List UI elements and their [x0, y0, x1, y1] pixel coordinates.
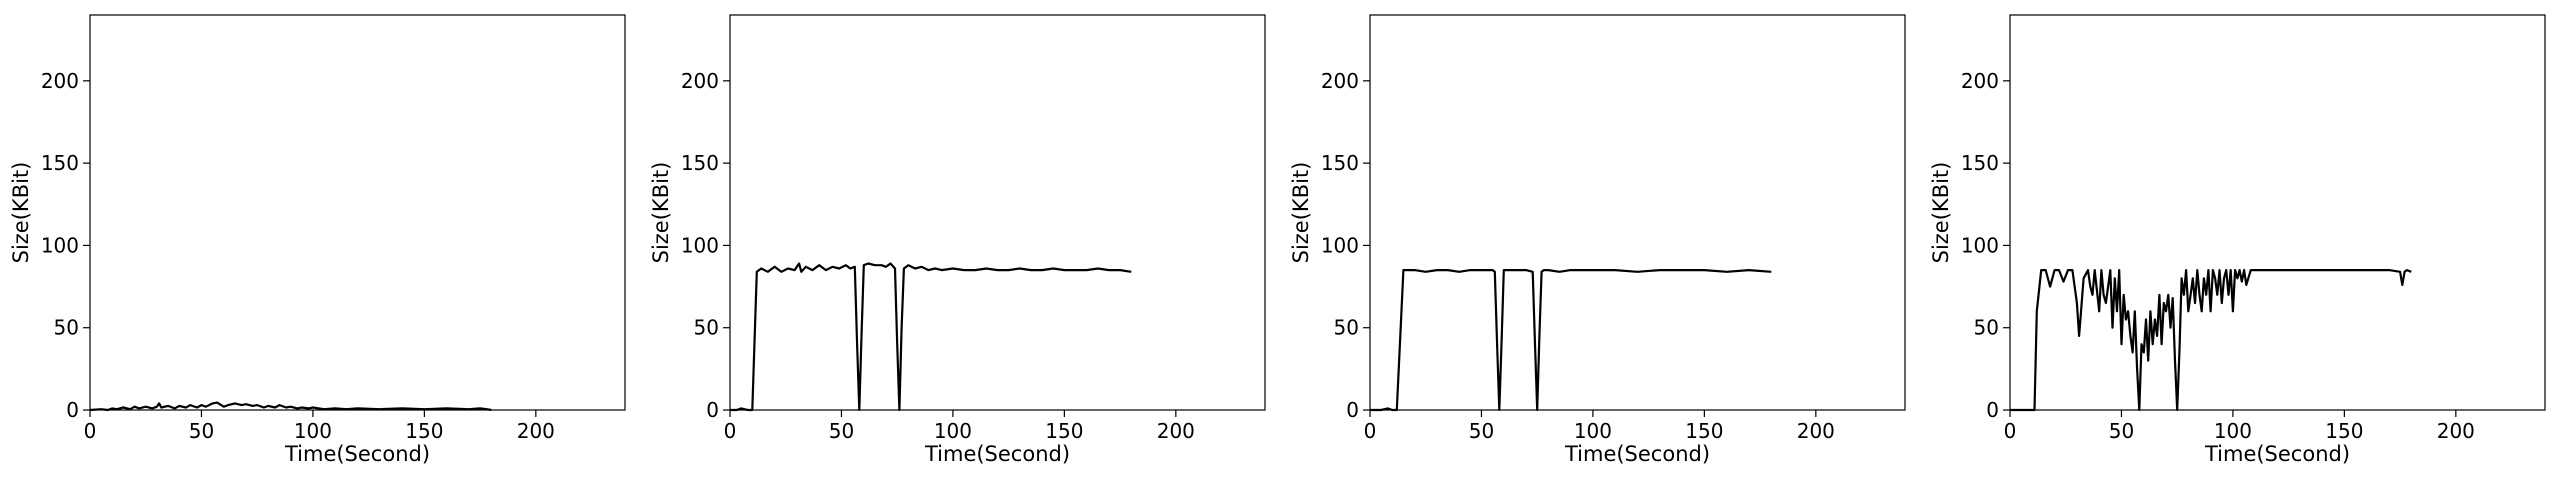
x-tick-label: 0 — [2004, 419, 2017, 443]
y-axis-label: Size(KBit) — [9, 162, 33, 264]
chart-panel-1: 0 50 100 150 200 0 50 100 150 200 Time(Second) Size… — [9, 14, 626, 466]
plot-frame — [89, 14, 626, 411]
y-tick-label: 50 — [694, 316, 719, 340]
x-tick-label: 150 — [1685, 419, 1723, 443]
y-tick-label: 0 — [66, 398, 79, 422]
chart-panel-4: 0 50 100 150 200 0 50 100 150 200 Time(Second) Size… — [1929, 14, 2546, 466]
x-axis-label: Time(Second) — [2204, 442, 2350, 466]
chart-panel-2: 0 50 100 150 200 0 50 100 150 200 Time(Second) Size… — [649, 14, 1266, 466]
y-tick-label: 150 — [681, 151, 719, 175]
y-tick-label: 0 — [1346, 398, 1359, 422]
x-tick-label: 100 — [294, 419, 332, 443]
y-axis-label: Size(KBit) — [1289, 162, 1313, 264]
x-axis-label: Time(Second) — [284, 442, 430, 466]
x-tick-label: 150 — [1045, 419, 1083, 443]
y-tick-label: 150 — [41, 151, 79, 175]
plot-frame — [1369, 14, 1906, 411]
y-tick-label: 100 — [1961, 233, 1999, 257]
y-tick-label: 50 — [54, 316, 79, 340]
x-tick-label: 100 — [2214, 419, 2252, 443]
y-axis-label: Size(KBit) — [1929, 162, 1953, 264]
y-tick-label: 200 — [1961, 69, 1999, 93]
series-line — [89, 401, 492, 412]
y-tick-label: 100 — [41, 233, 79, 257]
y-tick-label: 50 — [1334, 316, 1359, 340]
y-tick-label: 0 — [706, 398, 719, 422]
x-tick-label: 200 — [2437, 419, 2475, 443]
x-tick-label: 200 — [517, 419, 555, 443]
series-line — [1370, 269, 1772, 412]
series-line — [2010, 269, 2412, 412]
x-tick-label: 150 — [2325, 419, 2363, 443]
y-tick-label: 200 — [41, 69, 79, 93]
y-tick-label: 150 — [1961, 151, 1999, 175]
x-tick-label: 50 — [189, 419, 214, 443]
x-tick-label: 100 — [934, 419, 972, 443]
x-tick-label: 150 — [405, 419, 443, 443]
y-tick-label: 150 — [1321, 151, 1359, 175]
y-tick-label: 200 — [1321, 69, 1359, 93]
x-tick-label: 50 — [2109, 419, 2134, 443]
plot-frame — [729, 14, 1266, 411]
series-line — [730, 262, 1132, 412]
y-tick-label: 0 — [1986, 398, 1999, 422]
x-tick-label: 100 — [1574, 419, 1612, 443]
x-tick-label: 50 — [1469, 419, 1494, 443]
y-tick-label: 50 — [1974, 316, 1999, 340]
y-tick-label: 200 — [681, 69, 719, 93]
y-tick-label: 100 — [681, 233, 719, 257]
x-axis-label: Time(Second) — [1564, 442, 1710, 466]
y-axis-label: Size(KBit) — [649, 162, 673, 264]
chart-panel-3: 0 50 100 150 200 0 50 100 150 200 Time(Second) Size… — [1289, 14, 1906, 466]
x-tick-label: 0 — [84, 419, 97, 443]
y-tick-label: 100 — [1321, 233, 1359, 257]
x-tick-label: 0 — [1364, 419, 1377, 443]
x-axis-label: Time(Second) — [924, 442, 1070, 466]
x-tick-label: 200 — [1797, 419, 1835, 443]
plot-frame — [2009, 14, 2546, 411]
x-tick-label: 200 — [1157, 419, 1195, 443]
x-tick-label: 0 — [724, 419, 737, 443]
x-tick-label: 50 — [829, 419, 854, 443]
